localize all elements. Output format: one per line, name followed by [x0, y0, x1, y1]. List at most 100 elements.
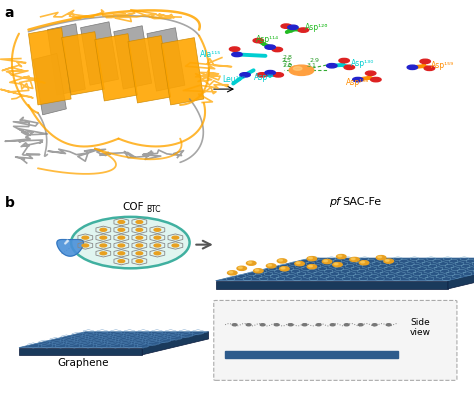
Circle shape	[307, 257, 317, 261]
Circle shape	[333, 263, 342, 267]
Text: Asp¹²⁶: Asp¹²⁶	[305, 23, 328, 32]
Circle shape	[136, 221, 143, 223]
Circle shape	[246, 261, 256, 265]
Polygon shape	[161, 38, 204, 105]
Text: Asp¹¹⁴: Asp¹¹⁴	[256, 35, 279, 44]
Circle shape	[154, 236, 161, 239]
Circle shape	[322, 259, 332, 264]
Circle shape	[302, 324, 307, 326]
Circle shape	[154, 228, 161, 231]
Circle shape	[118, 244, 125, 247]
Circle shape	[266, 264, 276, 268]
Circle shape	[265, 70, 275, 75]
Circle shape	[273, 72, 283, 77]
Polygon shape	[64, 240, 69, 244]
Circle shape	[118, 221, 125, 223]
Circle shape	[293, 67, 302, 70]
Circle shape	[136, 252, 143, 255]
Text: 2.9: 2.9	[309, 58, 319, 63]
Text: Asp¹⁵⁹: Asp¹⁵⁹	[431, 61, 455, 70]
Circle shape	[295, 261, 304, 266]
Polygon shape	[142, 332, 209, 355]
Circle shape	[316, 324, 321, 326]
Circle shape	[229, 271, 233, 273]
Circle shape	[274, 324, 279, 326]
Circle shape	[237, 266, 246, 270]
Circle shape	[257, 72, 267, 77]
Circle shape	[350, 257, 359, 261]
Circle shape	[248, 262, 252, 263]
Circle shape	[351, 258, 355, 260]
Polygon shape	[19, 348, 142, 355]
Circle shape	[365, 71, 376, 75]
Circle shape	[238, 267, 242, 268]
Text: a: a	[5, 6, 14, 20]
Text: 2.5: 2.5	[282, 58, 291, 63]
Circle shape	[358, 324, 363, 326]
Text: Leu¹⁰⁰: Leu¹⁰⁰	[222, 75, 245, 84]
Circle shape	[136, 244, 143, 247]
Polygon shape	[147, 28, 185, 91]
Circle shape	[281, 267, 285, 269]
Circle shape	[372, 324, 377, 326]
Text: Asp¹³⁰: Asp¹³⁰	[351, 59, 374, 68]
Circle shape	[136, 236, 143, 239]
Text: pf: pf	[329, 197, 340, 207]
Circle shape	[378, 256, 382, 258]
Polygon shape	[95, 34, 137, 101]
Circle shape	[277, 259, 287, 263]
Circle shape	[339, 58, 349, 63]
Circle shape	[272, 47, 283, 51]
Text: 3.1: 3.1	[307, 63, 316, 68]
Circle shape	[232, 52, 242, 57]
Circle shape	[424, 66, 435, 70]
Polygon shape	[28, 28, 71, 105]
Circle shape	[100, 244, 107, 247]
Circle shape	[298, 28, 309, 32]
Text: Ala¹¹⁵: Ala¹¹⁵	[200, 50, 221, 59]
Polygon shape	[216, 281, 448, 289]
Circle shape	[296, 262, 300, 264]
Circle shape	[118, 260, 125, 263]
Circle shape	[255, 269, 259, 271]
Text: Graphene: Graphene	[57, 358, 109, 368]
Polygon shape	[448, 258, 474, 289]
Polygon shape	[225, 351, 398, 358]
Polygon shape	[216, 258, 474, 281]
Text: Asp¹⁵⁸: Asp¹⁵⁸	[346, 78, 370, 87]
Text: Side: Side	[410, 318, 430, 327]
Circle shape	[118, 236, 125, 239]
Text: 2.6: 2.6	[283, 63, 292, 68]
Polygon shape	[62, 32, 104, 95]
Text: SAC-Fe: SAC-Fe	[342, 197, 382, 207]
Circle shape	[232, 324, 237, 326]
Circle shape	[279, 259, 283, 261]
Polygon shape	[33, 53, 66, 115]
Circle shape	[172, 236, 179, 239]
Circle shape	[309, 257, 312, 259]
Circle shape	[268, 265, 272, 266]
Circle shape	[385, 260, 389, 261]
Circle shape	[309, 265, 312, 267]
Circle shape	[228, 271, 237, 275]
Circle shape	[288, 25, 298, 29]
Circle shape	[240, 72, 250, 77]
Circle shape	[260, 324, 265, 326]
Polygon shape	[81, 22, 118, 85]
Circle shape	[386, 324, 391, 326]
Circle shape	[420, 59, 430, 63]
Circle shape	[407, 65, 418, 70]
Circle shape	[359, 261, 369, 265]
Circle shape	[154, 244, 161, 247]
Circle shape	[154, 252, 161, 255]
Circle shape	[327, 63, 337, 68]
Circle shape	[265, 45, 275, 49]
Circle shape	[118, 252, 125, 255]
Circle shape	[334, 263, 338, 265]
Circle shape	[371, 77, 381, 82]
Polygon shape	[128, 36, 171, 103]
Circle shape	[344, 65, 355, 70]
Circle shape	[344, 324, 349, 326]
Circle shape	[330, 324, 335, 326]
Circle shape	[253, 38, 264, 43]
